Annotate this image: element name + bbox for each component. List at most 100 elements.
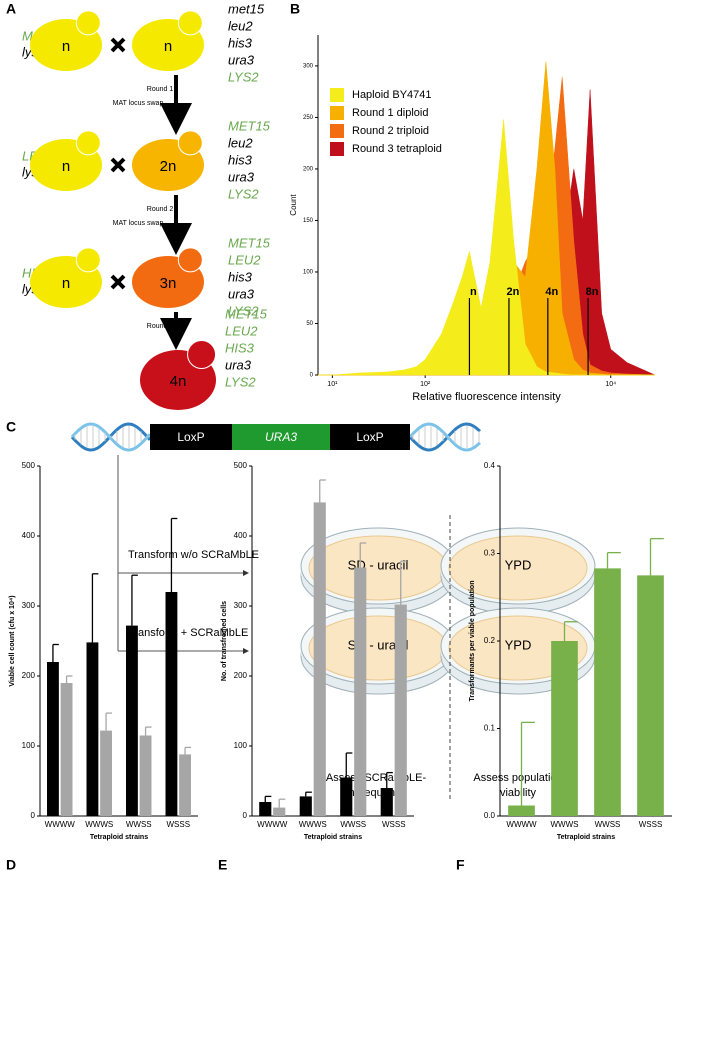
bar bbox=[340, 777, 353, 816]
bar bbox=[259, 802, 272, 816]
cross bbox=[110, 37, 126, 53]
cell-bud bbox=[177, 10, 203, 36]
genotype: his3 bbox=[228, 269, 253, 284]
genotype: ura3 bbox=[228, 169, 255, 184]
cell-bud bbox=[75, 130, 101, 156]
cell-bud bbox=[177, 130, 203, 156]
legend-label: Round 2 triploid bbox=[352, 125, 429, 137]
cross bbox=[110, 274, 126, 290]
y-axis-label: No. of transfromed cells bbox=[221, 601, 228, 681]
ploidy-label: 4n bbox=[545, 286, 558, 298]
swap-label: MAT locus swap bbox=[113, 220, 164, 227]
y-tick-label: 100 bbox=[303, 270, 314, 276]
bar bbox=[60, 683, 73, 816]
cell-bud bbox=[75, 10, 101, 36]
y-axis-label: Count bbox=[289, 194, 298, 216]
y-tick-label: 500 bbox=[22, 461, 36, 470]
genotype: leu2 bbox=[228, 135, 253, 150]
dna-strand bbox=[70, 422, 152, 452]
genotype: LYS2 bbox=[228, 69, 259, 84]
bar bbox=[299, 796, 312, 816]
x-axis-label: Tetraploid strains bbox=[557, 834, 615, 841]
round-label: Round 3 bbox=[147, 323, 174, 330]
bar bbox=[47, 662, 59, 816]
bar bbox=[139, 735, 152, 816]
cell-bud bbox=[187, 340, 217, 369]
genotype: LYS2 bbox=[225, 374, 256, 389]
genotype: LEU2 bbox=[228, 252, 261, 267]
x-axis-label: Tetraploid strains bbox=[90, 834, 148, 841]
panel-label: D bbox=[6, 857, 16, 873]
cell-ploidy: n bbox=[62, 275, 70, 292]
genotype: his3 bbox=[228, 35, 253, 50]
genotype: MET15 bbox=[228, 235, 271, 250]
legend-label: Round 3 tetraploid bbox=[352, 143, 442, 155]
construct-label: URA3 bbox=[265, 430, 297, 444]
cell-bud bbox=[75, 247, 101, 273]
x-tick-label: WWWW bbox=[506, 820, 537, 829]
x-axis-label: Tetraploid strains bbox=[304, 834, 362, 841]
x-tick-label: WSSS bbox=[382, 820, 406, 829]
x-tick-label: WWSS bbox=[595, 820, 621, 829]
plate-label: YPD bbox=[505, 557, 532, 572]
bar bbox=[179, 754, 191, 816]
y-tick-label: 200 bbox=[22, 671, 36, 680]
y-tick-label: 100 bbox=[234, 741, 248, 750]
y-tick-label: 0 bbox=[31, 811, 36, 820]
genotype: met15 bbox=[228, 1, 265, 16]
y-tick-label: 250 bbox=[303, 115, 314, 121]
y-tick-label: 0.4 bbox=[484, 461, 496, 470]
y-tick-label: 0 bbox=[310, 373, 314, 379]
dna-strand bbox=[70, 422, 152, 452]
bar bbox=[100, 730, 112, 816]
bar bbox=[313, 502, 326, 816]
bar bbox=[508, 805, 535, 816]
genotype: LYS2 bbox=[228, 186, 259, 201]
construct-label: LoxP bbox=[177, 430, 204, 444]
histogram-area bbox=[318, 119, 655, 376]
y-tick-label: 500 bbox=[234, 461, 248, 470]
y-tick-label: 0.0 bbox=[484, 811, 496, 820]
y-axis-label: Transformants per viable population bbox=[469, 581, 476, 702]
construct-label: LoxP bbox=[356, 430, 383, 444]
flow-label: Transform + SCRaMbLE bbox=[128, 627, 248, 639]
panel-label: F bbox=[456, 857, 465, 873]
x-tick-label: WWWS bbox=[85, 820, 113, 829]
x-tick-label: WSSS bbox=[639, 820, 663, 829]
x-tick-label: WWWW bbox=[257, 820, 288, 829]
x-tick-label: 10¹ bbox=[327, 381, 338, 388]
panel-label: C bbox=[6, 419, 16, 435]
bar bbox=[86, 642, 99, 816]
x-tick-label: WWSS bbox=[340, 820, 366, 829]
round-label: Round 1 bbox=[147, 86, 174, 93]
bar bbox=[551, 641, 578, 816]
x-tick-label: WWWW bbox=[45, 820, 76, 829]
cross bbox=[110, 157, 126, 173]
x-tick-label: 10² bbox=[420, 381, 431, 388]
genotype: ura3 bbox=[225, 357, 252, 372]
bar bbox=[637, 575, 664, 816]
construct-box bbox=[330, 424, 410, 450]
y-tick-label: 100 bbox=[22, 741, 36, 750]
ploidy-label: 8n bbox=[586, 286, 599, 298]
legend-label: Round 1 diploid bbox=[352, 107, 428, 119]
legend-swatch bbox=[330, 106, 344, 120]
caption: viability bbox=[500, 787, 537, 799]
y-tick-label: 200 bbox=[234, 671, 248, 680]
construct-box bbox=[150, 424, 232, 450]
genotype: LEU2 bbox=[225, 323, 258, 338]
y-tick-label: 0.1 bbox=[484, 724, 496, 733]
y-tick-label: 0.3 bbox=[484, 549, 496, 558]
y-tick-label: 0.2 bbox=[484, 636, 496, 645]
plate-agar bbox=[448, 535, 588, 601]
construct-box bbox=[232, 424, 330, 450]
y-tick-label: 400 bbox=[22, 531, 36, 540]
bar bbox=[380, 788, 393, 816]
cell-ploidy: n bbox=[62, 38, 70, 55]
genotype: his3 bbox=[228, 152, 253, 167]
cell-ploidy: 4n bbox=[170, 373, 187, 390]
y-tick-label: 50 bbox=[306, 321, 313, 327]
x-tick-label: WWWS bbox=[551, 820, 579, 829]
